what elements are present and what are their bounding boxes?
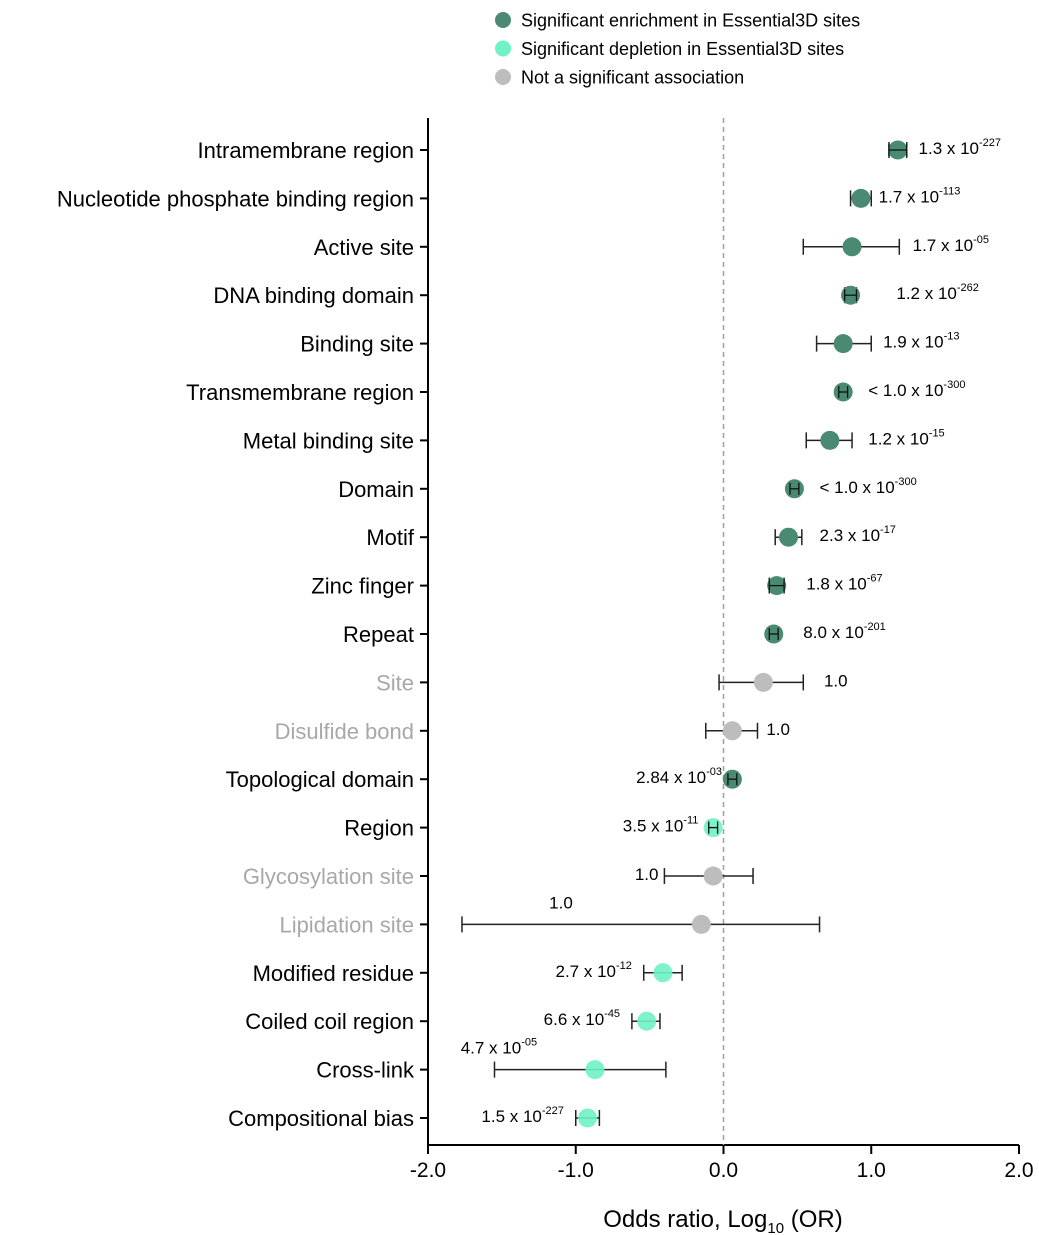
category-label: Coiled coil region [245, 1009, 414, 1034]
p-value-label: < 1.0 x 10-300 [868, 379, 965, 400]
category-label: Motif [366, 525, 415, 550]
x-tick-label: 0.0 [709, 1159, 738, 1182]
x-tick-label: -2.0 [410, 1159, 446, 1182]
point-estimate-enrichment [851, 188, 871, 208]
legend-marker-not_significant [495, 69, 511, 85]
point-estimate-not_significant [722, 721, 742, 741]
p-value-label: 3.5 x 10-11 [623, 815, 699, 836]
category-label: Nucleotide phosphate binding region [57, 186, 414, 211]
p-value-label: 2.7 x 10-12 [555, 960, 631, 981]
category-labels: Intramembrane region Nucleotide phosphate… [57, 138, 415, 1131]
p-value-label: 1.2 x 10-15 [868, 427, 944, 448]
p-value-labels: 1.3 x 10-227 1.7 x 10-113 1.7 x 10-05 1.2 x… [461, 137, 1001, 1126]
p-value-label: 1.2 x 10-262 [896, 282, 979, 303]
p-value-label: 1.7 x 10-113 [879, 185, 961, 206]
legend: Significant enrichment in Essential3D si… [495, 11, 860, 88]
category-label: Lipidation site [279, 912, 414, 937]
p-value-label: 6.6 x 10-45 [544, 1008, 620, 1029]
p-value-label: 1.5 x 10-227 [481, 1105, 564, 1126]
point-estimate-depletion [585, 1060, 605, 1080]
category-label: Active site [314, 235, 414, 260]
legend-label-enrichment: Significant enrichment in Essential3D si… [521, 11, 860, 31]
p-value-label: 1.0 [766, 720, 790, 739]
p-value-label: 1.7 x 10-05 [913, 234, 989, 255]
x-tick-label: 2.0 [1004, 1159, 1033, 1182]
category-label: DNA binding domain [213, 283, 414, 308]
point-estimate-enrichment [833, 334, 853, 354]
p-value-label: 1.3 x 10-227 [919, 137, 1002, 158]
axes: -2.0 -1.0 0.0 1.0 2.0 [410, 118, 1034, 1182]
p-value-label: 8.0 x 10-201 [803, 621, 886, 642]
point-estimate-enrichment [842, 237, 862, 257]
category-label: Metal binding site [243, 428, 414, 453]
category-label: Region [344, 816, 414, 841]
category-label: Domain [338, 477, 414, 502]
category-label: Binding site [300, 332, 414, 357]
category-label: Compositional bias [228, 1106, 414, 1131]
point-estimate-not_significant [703, 866, 723, 886]
category-label: Modified residue [253, 961, 414, 986]
p-value-label: 1.8 x 10-67 [806, 573, 882, 594]
point-estimate-depletion [578, 1108, 598, 1128]
category-label: Repeat [343, 622, 414, 647]
p-value-label: 1.9 x 10-13 [883, 331, 959, 352]
data-marks [420, 140, 908, 1128]
category-label: Zinc finger [311, 574, 414, 599]
category-label: Cross-link [316, 1058, 415, 1083]
category-label: Disulfide bond [275, 719, 414, 744]
p-value-label: 1.0 [824, 671, 848, 690]
p-value-label: 2.3 x 10-17 [820, 524, 896, 545]
category-label: Transmembrane region [186, 380, 414, 405]
point-estimate-not_significant [691, 914, 711, 934]
p-value-label: 1.0 [635, 865, 659, 884]
point-estimate-enrichment [779, 527, 799, 547]
p-value-label: < 1.0 x 10-300 [820, 476, 917, 497]
legend-label-depletion: Significant depletion in Essential3D sit… [521, 39, 844, 59]
point-estimate-depletion [637, 1011, 657, 1031]
x-tick-label: 1.0 [857, 1159, 886, 1182]
legend-marker-enrichment [495, 12, 511, 28]
x-axis-title: Odds ratio, Log10 (OR) [603, 1206, 842, 1235]
legend-marker-depletion [495, 40, 511, 57]
point-estimate-enrichment [820, 430, 840, 450]
category-label: Topological domain [226, 767, 414, 792]
point-estimate-not_significant [753, 672, 773, 692]
p-value-label: 2.84 x 10-03 [636, 766, 722, 787]
category-label: Site [376, 670, 414, 695]
p-value-label: 4.7 x 10-05 [461, 1037, 537, 1058]
p-value-label: 1.0 [549, 893, 573, 912]
point-estimate-depletion [653, 963, 673, 983]
legend-label-not_significant: Not a significant association [521, 68, 744, 88]
x-tick-label: -1.0 [558, 1159, 594, 1182]
category-label: Intramembrane region [198, 138, 414, 163]
category-label: Glycosylation site [243, 864, 414, 889]
